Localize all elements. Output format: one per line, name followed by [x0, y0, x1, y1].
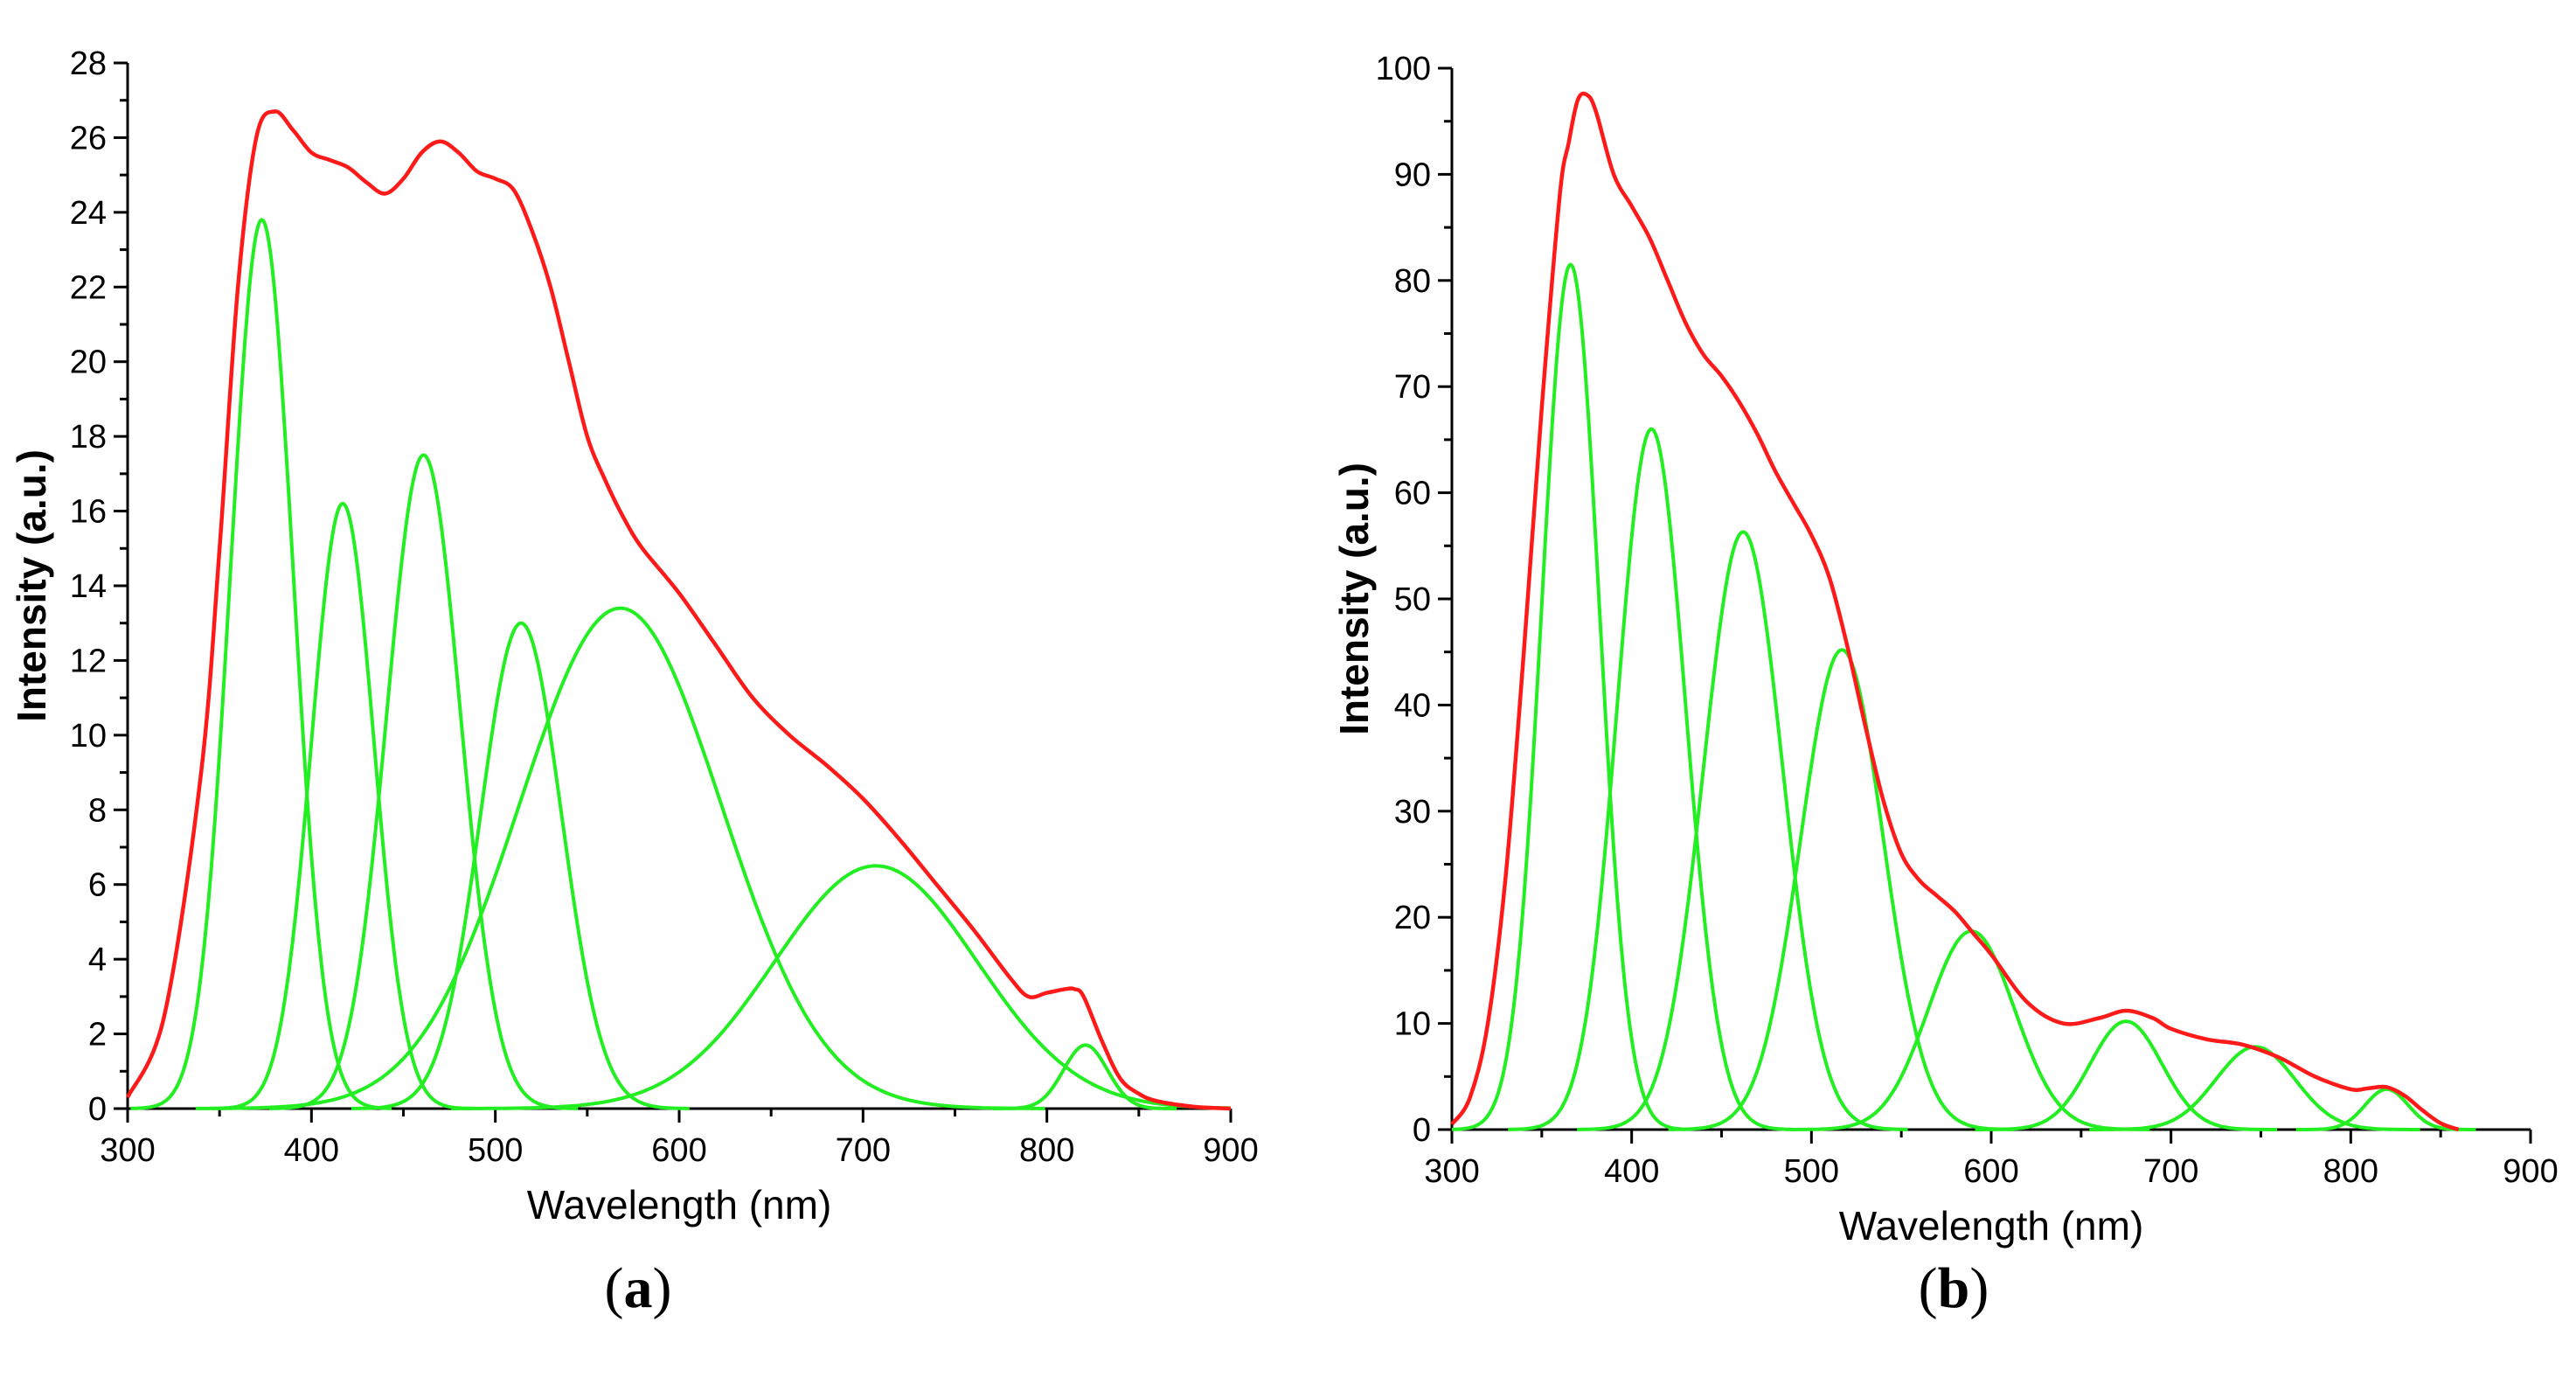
- panel-b-component-peak-6: [1975, 1019, 2277, 1131]
- panel-b-chart: 300 400 500 600 700 800 900 0 10 20 30 40 50 60 70 80 90…: [1331, 51, 2559, 1248]
- panel-b-y-tick-label: 30: [1394, 794, 1431, 831]
- panel-a-y-tick-label: 10: [70, 718, 107, 755]
- panel-a-chart: 300 400 500 600 700 800 9000246810121416182022…: [9, 45, 1259, 1228]
- panel-b-y-tick-label: 100: [1376, 51, 1431, 87]
- panel-a-y-tick-label: 2: [88, 1017, 107, 1054]
- panel-a-y-tick-label: 26: [70, 120, 107, 156]
- panel-a-x-tick-label: 800: [1019, 1132, 1074, 1169]
- panel-b-x-tick-label: 700: [2143, 1153, 2198, 1190]
- panel-b-x-tick-label: 500: [1784, 1153, 1839, 1190]
- panel-b-y-tick-label: 0: [1413, 1112, 1431, 1149]
- panel-b-y-tick-label: 40: [1394, 687, 1431, 724]
- panel-a-y-tick-label: 0: [88, 1091, 107, 1128]
- panel-a-y-tick-label: 18: [70, 419, 107, 456]
- panel-b-component-peak-8: [2295, 1087, 2476, 1131]
- panel-b-envelope-line: [1450, 91, 2460, 1132]
- panel-b-y-tick-label: 90: [1394, 156, 1431, 193]
- panel-a-x-tick-label: 500: [468, 1132, 523, 1169]
- panel-a-x-tick-label: 700: [836, 1132, 891, 1169]
- panel-a-component-peak-5: [195, 606, 1045, 1110]
- panel-b-y-tick-label: 50: [1394, 581, 1431, 618]
- panel-a-y-axis-title: Intensity (a.u.): [9, 449, 54, 722]
- panel-b-y-tick-label: 10: [1394, 1006, 1431, 1043]
- panel-b-y-tick-label: 70: [1394, 369, 1431, 406]
- panel-a-envelope-line: [125, 109, 1232, 1111]
- panel-b-component-peak-5: [1790, 928, 2150, 1131]
- panel-a-y-tick-label: 6: [88, 867, 107, 904]
- panel-b-component-peak-3: [1577, 530, 1908, 1131]
- panel-b-y-tick-label: 80: [1394, 263, 1431, 300]
- panel-a-y-tick-label: 28: [70, 45, 107, 82]
- caption-a: (a): [605, 1256, 672, 1320]
- panel-a-x-tick-label: 600: [651, 1132, 706, 1169]
- panel-b-x-tick-label: 900: [2503, 1153, 2558, 1190]
- panel-b-component-peak-4: [1668, 648, 2014, 1131]
- panel-b-x-tick-label: 600: [1963, 1153, 2018, 1190]
- panel-a-y-tick-label: 20: [70, 344, 107, 381]
- panel-b-component-peak-1: [1451, 262, 1690, 1131]
- panel-b-y-tick-label: 60: [1394, 476, 1431, 512]
- panel-a-y-tick-label: 12: [70, 643, 107, 679]
- panel-b-y-axis-title: Intensity (a.u.): [1331, 463, 1377, 735]
- panel-a-y-tick-label: 8: [88, 792, 107, 829]
- panel-a-component-peak-6: [451, 864, 1232, 1110]
- panel-a-component-peak-2: [211, 502, 473, 1110]
- panel-b-component-peak-2: [1508, 427, 1793, 1131]
- panel-b-x-tick-label: 800: [2323, 1153, 2378, 1190]
- panel-a-x-axis-title: Wavelength (nm): [527, 1182, 832, 1228]
- panel-b-x-tick-label: 300: [1424, 1153, 1479, 1190]
- panel-a-y-tick-label: 14: [70, 568, 107, 605]
- panel-a-component-peak-1: [130, 218, 392, 1110]
- panel-b-y-tick-label: 20: [1394, 900, 1431, 936]
- panel-a-y-tick-label: 22: [70, 269, 107, 306]
- panel-b-x-axis-title: Wavelength (nm): [1839, 1203, 2144, 1248]
- panel-a-component-peak-3: [268, 453, 579, 1110]
- panel-a-y-tick-label: 16: [70, 494, 107, 531]
- caption-b: (b): [1919, 1256, 1989, 1320]
- panel-a-x-tick-label: 400: [284, 1132, 339, 1169]
- panel-b-x-tick-label: 400: [1604, 1153, 1659, 1190]
- panel-a-y-tick-label: 4: [88, 942, 107, 978]
- panel-a-component-peak-7: [992, 1043, 1177, 1110]
- panel-a-x-tick-label: 300: [100, 1132, 155, 1169]
- panel-a-y-tick-label: 24: [70, 195, 107, 232]
- panel-a-component-peak-4: [351, 621, 690, 1110]
- panel-a-x-tick-label: 900: [1203, 1132, 1258, 1169]
